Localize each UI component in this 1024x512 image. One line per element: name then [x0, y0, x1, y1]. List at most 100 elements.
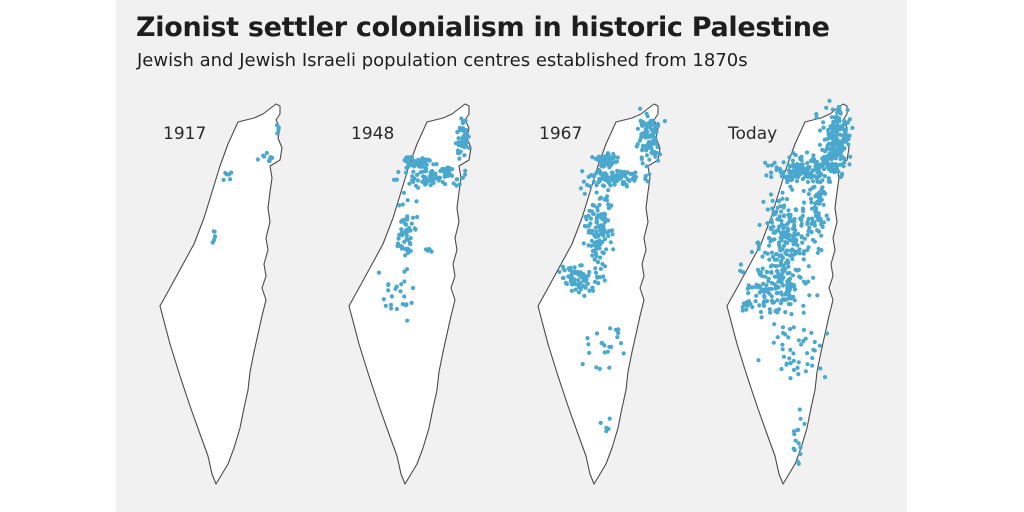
settlement-dot	[789, 296, 794, 301]
figure-subtitle: Jewish and Jewish Israeli population cen…	[137, 50, 748, 71]
settlement-dot	[402, 269, 407, 274]
settlement-dot	[821, 125, 826, 130]
settlement-dot	[792, 298, 797, 303]
settlement-dot	[405, 246, 410, 251]
settlement-dot	[781, 354, 787, 359]
settlement-dot	[597, 157, 602, 162]
settlement-dot	[813, 209, 818, 214]
settlement-dot	[597, 246, 602, 251]
settlement-dot	[643, 131, 648, 136]
settlement-dot	[756, 358, 761, 363]
settlement-dot	[769, 174, 774, 180]
settlement-dot	[618, 341, 624, 346]
settlement-dot	[819, 197, 824, 202]
settlement-dot	[769, 220, 774, 225]
settlement-dot	[781, 243, 787, 248]
settlement-dot	[820, 178, 825, 183]
settlement-dot	[784, 289, 790, 294]
settlement-dot	[788, 347, 793, 352]
settlement-dot	[832, 119, 838, 124]
year-label-1917: 1917	[163, 124, 207, 144]
settlement-dot	[612, 154, 617, 159]
settlement-dot	[582, 223, 587, 229]
settlement-dot	[811, 153, 816, 158]
settlement-dot	[653, 154, 658, 159]
settlement-dot	[602, 343, 607, 348]
settlement-dot	[589, 238, 594, 243]
settlement-dot	[603, 177, 608, 183]
settlement-dot	[798, 275, 803, 280]
settlement-dot	[769, 163, 774, 168]
settlement-dot	[578, 263, 583, 268]
settlement-dot	[828, 124, 833, 129]
settlement-dot	[829, 147, 834, 152]
settlement-dot	[790, 256, 795, 262]
settlement-dot	[612, 175, 617, 180]
settlement-dot	[798, 163, 803, 168]
settlement-dot	[398, 289, 403, 294]
settlement-dot	[604, 425, 609, 430]
settlement-dot	[270, 155, 275, 160]
settlement-dot	[761, 281, 766, 286]
settlement-dot	[786, 277, 791, 283]
settlement-dot	[582, 191, 587, 196]
settlement-dot	[774, 252, 780, 257]
settlement-dot	[766, 276, 771, 281]
settlement-dot	[847, 162, 852, 167]
settlement-dot	[597, 202, 602, 207]
settlement-dot	[771, 340, 776, 345]
settlement-dot	[578, 270, 583, 275]
settlement-dot	[599, 340, 604, 346]
settlement-dot	[775, 298, 780, 303]
settlement-dot	[459, 139, 464, 144]
settlement-dot	[786, 335, 791, 340]
settlement-dot	[757, 222, 762, 228]
settlement-dot	[805, 161, 810, 166]
settlement-dot	[822, 174, 827, 179]
settlement-dot	[386, 288, 391, 293]
settlement-dot	[590, 228, 595, 233]
settlement-dot	[848, 154, 853, 159]
settlement-dot	[827, 177, 832, 182]
map-outline-1948	[348, 103, 472, 485]
settlement-dot	[657, 152, 663, 157]
territory-outline	[159, 103, 283, 485]
settlement-dot	[638, 135, 643, 140]
settlement-dot	[805, 351, 810, 356]
settlement-dot	[805, 232, 810, 237]
settlement-dot	[801, 310, 806, 315]
settlement-dot	[647, 157, 652, 162]
settlement-dot	[784, 252, 789, 257]
settlement-dot	[826, 217, 831, 222]
settlement-dot	[790, 273, 795, 278]
settlement-dot	[846, 133, 851, 138]
settlement-dot	[777, 214, 782, 219]
settlement-dot	[399, 244, 405, 249]
settlement-dot	[604, 429, 609, 434]
settlement-dot	[591, 174, 597, 179]
settlement-dot	[255, 157, 260, 162]
settlement-dot	[223, 170, 228, 176]
settlement-dot	[603, 264, 608, 269]
settlement-dot	[785, 271, 790, 276]
settlement-dot	[821, 220, 826, 225]
settlement-dot	[788, 361, 793, 366]
settlement-dot	[212, 234, 217, 239]
settlement-dot	[575, 282, 580, 287]
settlement-dot	[827, 135, 832, 140]
settlement-dot	[758, 309, 763, 315]
settlement-dot	[803, 336, 808, 341]
settlement-dot	[790, 247, 795, 252]
settlement-dot	[767, 291, 772, 296]
settlement-dot	[841, 122, 846, 127]
settlement-dot	[836, 118, 841, 123]
settlement-dot	[605, 230, 610, 235]
settlement-dot	[809, 230, 814, 235]
settlement-dot	[838, 127, 843, 132]
settlement-dot	[839, 173, 844, 178]
settlement-dot	[791, 164, 796, 169]
settlement-dot	[792, 284, 797, 289]
settlement-dot	[654, 130, 659, 135]
settlement-dot	[643, 174, 648, 179]
settlement-dot	[421, 164, 426, 169]
